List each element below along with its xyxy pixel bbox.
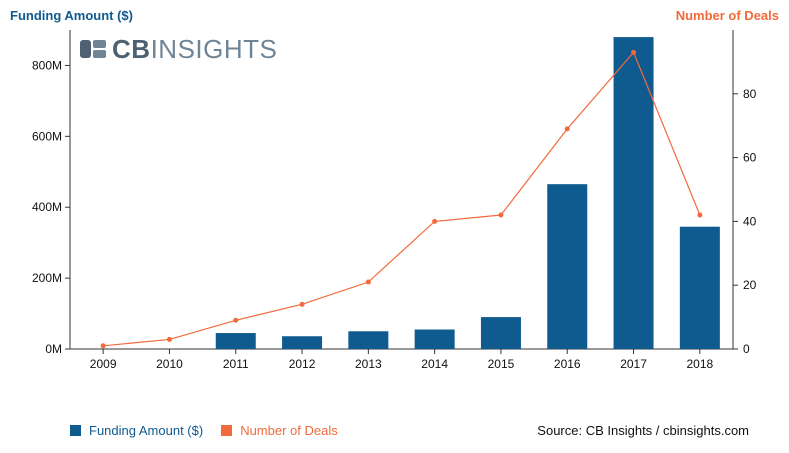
- x-axis-tick-label: 2014: [421, 357, 448, 371]
- legend-label-deals: Number of Deals: [240, 423, 338, 438]
- funding-bar: [282, 336, 323, 349]
- x-axis-tick-label: 2010: [156, 357, 183, 371]
- funding-bar: [547, 184, 588, 349]
- deals-point: [100, 343, 106, 349]
- deals-point: [166, 336, 172, 342]
- source-note: Source: CB Insights / cbinsights.com: [537, 423, 749, 438]
- right-axis-tick-label: 20: [743, 278, 757, 292]
- x-axis-tick-label: 2015: [488, 357, 515, 371]
- x-axis-tick-label: 2017: [620, 357, 647, 371]
- legend-label-funding: Funding Amount ($): [89, 423, 204, 438]
- x-axis-tick-label: 2011: [223, 357, 249, 371]
- deals-point: [365, 279, 371, 285]
- x-axis-tick-label: 2012: [289, 357, 316, 371]
- right-axis-title: Number of Deals: [675, 8, 779, 23]
- legend-item-deals[interactable]: Number of Deals: [221, 423, 338, 438]
- chart-legend: Funding Amount ($) Number of Deals: [70, 423, 338, 438]
- legend-swatch-funding: [70, 425, 81, 436]
- left-axis-tick-label: 400M: [32, 200, 62, 214]
- deals-line: [103, 51, 701, 347]
- funding-bar: [480, 317, 521, 349]
- left-axis-tick-label: 200M: [32, 271, 62, 285]
- x-axis-tick-label: 2013: [355, 357, 382, 371]
- legend-swatch-deals: [221, 425, 233, 436]
- cb-insights-logo-icon: [80, 40, 106, 58]
- funding-bar: [348, 331, 389, 349]
- cb-insights-logo: CBINSIGHTS: [80, 36, 277, 62]
- funding-bar: [215, 333, 256, 349]
- funding-bar: [613, 37, 654, 349]
- deals-point: [498, 212, 504, 218]
- right-axis-tick-label: 40: [743, 214, 757, 228]
- right-axis-tick-label: 80: [743, 87, 757, 101]
- deals-point: [631, 49, 637, 55]
- deals-point: [299, 301, 305, 307]
- x-axis-tick-label: 2016: [554, 357, 581, 371]
- left-axis-tick-label: 800M: [32, 58, 62, 72]
- deals-point: [233, 317, 239, 323]
- x-axis-tick-label: 2018: [686, 357, 713, 371]
- right-axis-tick-label: 60: [743, 151, 757, 165]
- deals-point: [432, 218, 438, 224]
- deals-point: [697, 212, 703, 218]
- deals-point: [564, 126, 570, 132]
- left-axis-title: Funding Amount ($): [10, 8, 133, 23]
- logo-wordmark: CBINSIGHTS: [112, 34, 278, 64]
- funding-bar: [414, 329, 455, 349]
- x-axis-tick-label: 2009: [90, 357, 117, 371]
- left-axis-tick-label: 0M: [45, 342, 62, 356]
- legend-item-funding[interactable]: Funding Amount ($): [70, 423, 203, 438]
- left-axis-tick-label: 600M: [32, 129, 62, 143]
- right-axis-tick-label: 0: [743, 342, 750, 356]
- funding-bar: [679, 226, 720, 349]
